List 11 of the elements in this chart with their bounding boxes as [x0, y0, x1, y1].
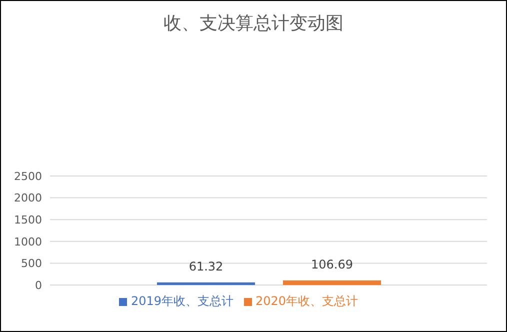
data-label: 106.69 — [311, 257, 353, 272]
chart-title: 收、支决算总计变动图 — [162, 12, 344, 35]
y-tick-label: 1500 — [14, 214, 42, 227]
legend-label: 2019年收、支总计 — [130, 294, 234, 308]
y-tick-label: 2500 — [14, 170, 42, 183]
legend-label: 2020年收、支总计 — [256, 294, 358, 308]
y-tick-label: 0 — [35, 278, 42, 292]
y-tick-label: 2000 — [14, 192, 42, 205]
y-tick-label: 1000 — [14, 235, 42, 248]
y-tick-label: 500 — [21, 257, 42, 270]
data-label: 61.32 — [188, 259, 224, 274]
